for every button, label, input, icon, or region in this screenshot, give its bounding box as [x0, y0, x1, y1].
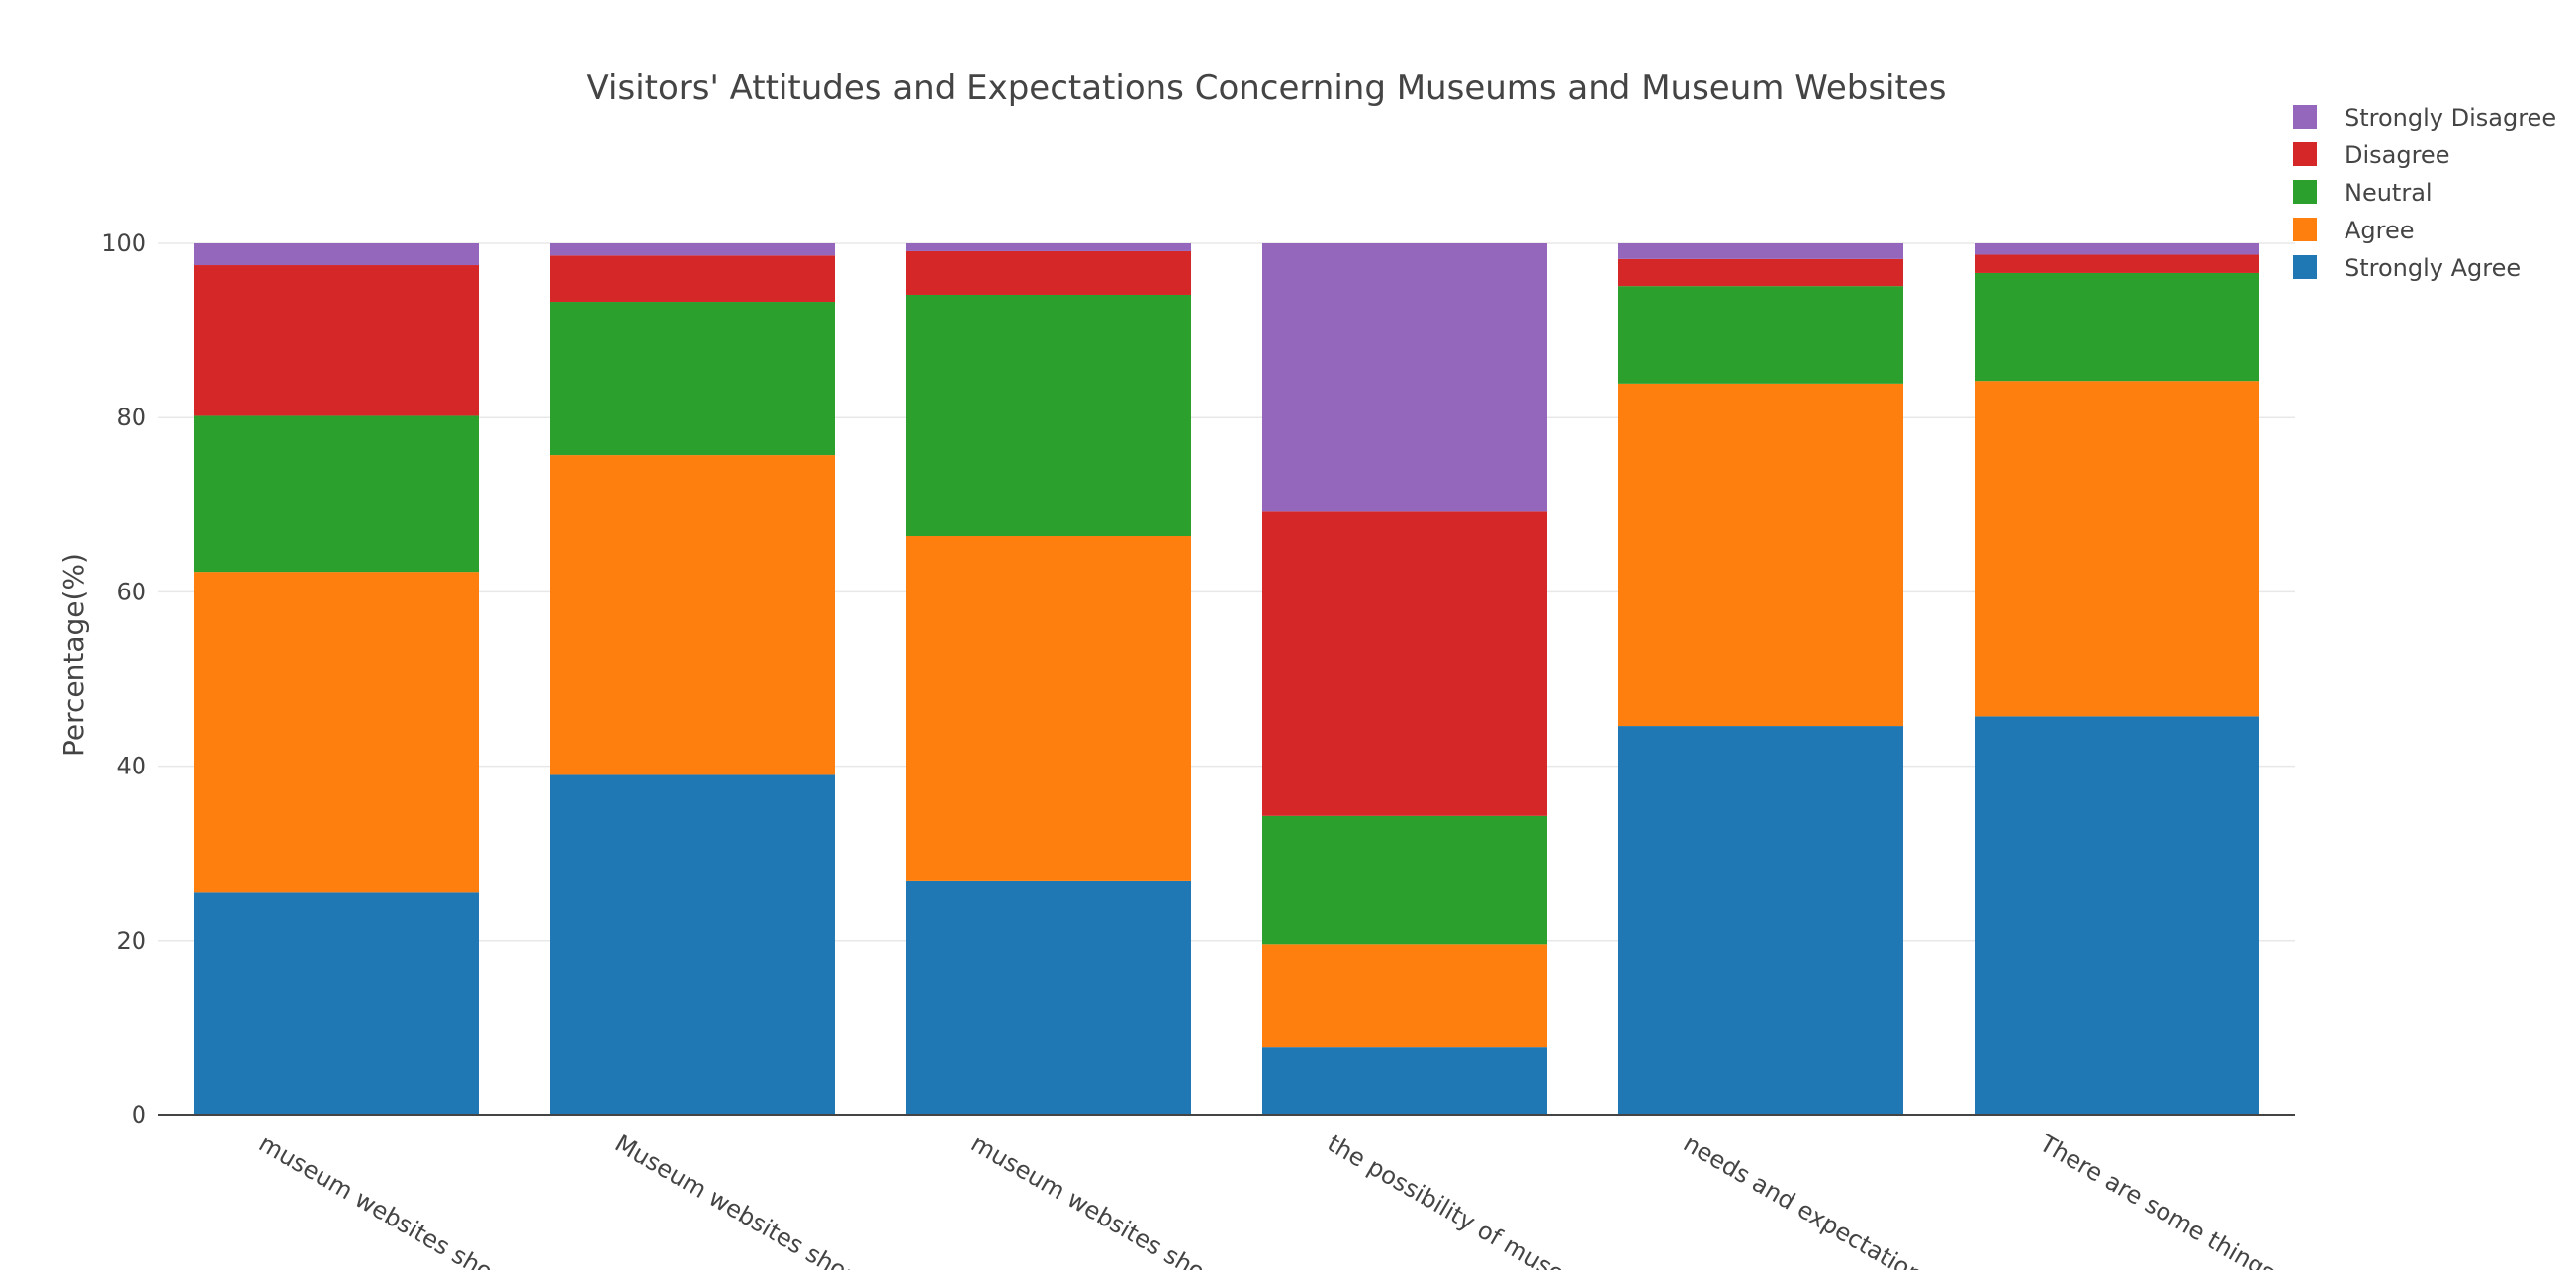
legend-swatch	[2293, 218, 2317, 241]
gridlines	[158, 242, 2295, 942]
x-tick-label: museum websites shoul	[966, 1130, 1229, 1270]
bar-segment	[1262, 243, 1547, 512]
bar-segment	[194, 415, 479, 573]
bar-segment	[1975, 381, 2259, 717]
legend-label: Strongly Disagree	[2345, 104, 2556, 132]
y-tick-label: 60	[116, 578, 146, 605]
bars	[194, 243, 2259, 1115]
y-tick-label: 100	[101, 229, 146, 257]
legend-swatch	[2293, 142, 2317, 166]
legend-label: Agree	[2345, 217, 2415, 244]
x-tick-label: museum websites shoul	[254, 1130, 516, 1270]
bar-segment	[194, 243, 479, 266]
bar-segment	[1618, 286, 1903, 384]
legend-label: Disagree	[2345, 141, 2449, 169]
x-tick-label: needs and expectations	[1679, 1130, 1939, 1270]
bar-segment	[194, 892, 479, 1115]
bar-segment	[906, 536, 1191, 881]
bar-segment	[906, 294, 1191, 537]
x-tick-label: the possibility of museu	[1323, 1130, 1582, 1270]
bar-segment	[1975, 243, 2259, 255]
bar-segment	[1618, 258, 1903, 287]
y-axis-label: Percentage(%)	[57, 553, 90, 757]
legend: Strongly Disagree Disagree Neutral Agree Str…	[2293, 104, 2556, 282]
bar-segment	[1975, 272, 2259, 382]
y-tick-label: 0	[132, 1101, 146, 1129]
bar-segment	[1975, 716, 2259, 1115]
legend-label: Neutral	[2345, 179, 2433, 207]
bar-segment	[1618, 243, 1903, 259]
legend-swatch	[2293, 180, 2317, 204]
y-tick-label: 80	[116, 404, 146, 431]
bar-segment	[550, 774, 835, 1115]
bar-segment	[906, 243, 1191, 251]
y-axis-ticks: 0 20 40 60 80 100	[101, 229, 146, 1129]
bar-segment	[1618, 726, 1903, 1115]
bar-segment	[550, 302, 835, 456]
legend-label: Strongly Agree	[2345, 254, 2521, 282]
bar-segment	[1262, 511, 1547, 816]
y-tick-label: 40	[116, 753, 146, 780]
y-tick-label: 20	[116, 927, 146, 954]
bar-segment	[1975, 254, 2259, 273]
bar-segment	[550, 455, 835, 775]
x-tick-label: Museum websites should	[610, 1130, 883, 1270]
bar-segment	[550, 243, 835, 256]
bar-segment	[550, 255, 835, 303]
x-tick-label: There are some things I	[2034, 1129, 2292, 1270]
bar-segment	[1618, 383, 1903, 727]
bar-segment	[194, 572, 479, 893]
bar-segment	[906, 250, 1191, 295]
legend-swatch	[2293, 255, 2317, 279]
chart-title: Visitors' Attitudes and Expectations Con…	[587, 68, 1947, 108]
bar-segment	[1262, 1047, 1547, 1115]
bar-segment	[1262, 815, 1547, 945]
x-axis-ticks: museum websites shoul Museum websites sho…	[254, 1129, 2293, 1270]
bar-segment	[194, 265, 479, 416]
bar-segment	[1262, 944, 1547, 1048]
legend-swatch	[2293, 105, 2317, 129]
bar-segment	[906, 880, 1191, 1115]
